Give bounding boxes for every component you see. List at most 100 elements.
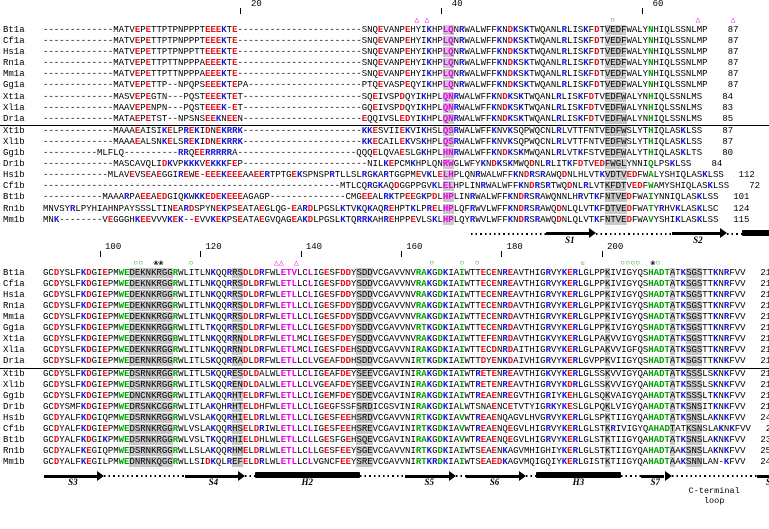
residue-end-number: 254 — [745, 446, 769, 457]
residue-end-number: 84 — [691, 159, 722, 170]
marker-circle-green: ○ — [430, 259, 435, 268]
sequence-residues: -------------MAAVEPENPN---PQSTEEEK-ET---… — [43, 103, 702, 114]
ss-loop — [360, 475, 405, 477]
sequence-name: Rn1b — [0, 446, 43, 457]
sequence-name: Xt1b — [0, 126, 43, 137]
secondary-structure-track: S1S2H1 — [0, 226, 769, 243]
ss-strand-arrowhead — [665, 471, 672, 481]
sequence-residues: -------------MATVEPETTPTPNPPTTEEEKTE----… — [43, 47, 708, 58]
alignment-row: Hs1b------------MLAVEVSEAEGGIREWE-EEEKEE… — [0, 170, 769, 181]
alignment-row: Bt1b-----------MAAARPAEEAEDGIQKWKKEDEKEE… — [0, 192, 769, 203]
residue-end-number: 124 — [718, 204, 749, 215]
sequence-residues: -------------MASCAVQLIDKVPKKKVEKKKFEP---… — [43, 159, 691, 170]
sequence-residues: -------------MAAAEALSNKELSREKIDNEKRRK---… — [43, 137, 702, 148]
residue-end-number: 217 — [746, 268, 769, 279]
ss-strand-arrowhead — [97, 471, 104, 481]
alignment-row: Rn1a-------------MATVEPETTPTTNPPPAEEEKTE… — [0, 58, 769, 69]
residue-end-number: 217 — [746, 323, 769, 334]
marker-triangle-magenta: △ — [731, 16, 736, 25]
sequence-name: Bt1b — [0, 435, 43, 446]
alignment-row: Xt1a-------------MASVEPEGTN---PQSTEEEKTE… — [0, 92, 769, 103]
residue-end-number: 244 — [745, 457, 769, 468]
residue-end-number: 84 — [702, 92, 733, 103]
cterm-right-bracket — [0, 507, 769, 529]
ss-strand-arrowhead — [720, 228, 727, 238]
sequence-name: Hs1b — [0, 413, 43, 424]
residue-end-number: 87 — [708, 69, 739, 80]
sequence-residues: MNVSYRLPYHIAHNPAYSSSLTINEARDSPYNEKPSEATA… — [43, 204, 718, 215]
ruler-tick: 200 — [592, 243, 612, 257]
marker-circle-green: ○ — [655, 259, 660, 268]
sequence-residues: -------------MATVEPETTPTPNPPPTEEEKTE----… — [43, 25, 708, 36]
marker-circle-green: ○ — [635, 259, 640, 268]
marker-star-black: ☆ — [580, 259, 585, 268]
marker-circle-green: ○ — [460, 259, 465, 268]
ruler-tick: 180 — [492, 243, 512, 257]
residue-end-number: 87 — [702, 126, 733, 137]
sequence-name: Xl1a — [0, 345, 43, 356]
sequence-name: Mm1b — [0, 215, 43, 226]
sequence-residues: ----------MLFLQ----------RRQEERRRRRA----… — [43, 148, 702, 159]
residue-end-number: 87 — [702, 137, 733, 148]
sequence-residues: -------------MATVEPETTPTTNPPPAEEEKTE----… — [43, 69, 708, 80]
sequence-residues: GCDYALFKEGIQPMWEDSRNKRGGRWLLSLAKQQRHMELD… — [43, 446, 745, 457]
ruler-tick: 100 — [90, 243, 110, 257]
sequence-residues: MNK--------VEGGGHKEEVVVKEK--EVVKEKPSEATA… — [43, 215, 718, 226]
sequence-name: Mm1b — [0, 457, 43, 468]
residue-end-number: 214 — [746, 334, 769, 345]
sequence-name: Mm1a — [0, 312, 43, 323]
ruler-tick: 160 — [391, 243, 411, 257]
residue-end-number: 115 — [718, 215, 749, 226]
marker-circle-green: ○ — [189, 259, 194, 268]
sequence-residues: GCDYSLFKDGIEPMWEDEKNKRGGRWLITLNKQQRRSDLD… — [43, 268, 746, 279]
residue-end-number: 217 — [746, 369, 769, 380]
sequence-name: Xl1b — [0, 380, 43, 391]
alignment-row: Gg1a-------------MATVEPETTP--NPQPSEEEKTE… — [0, 80, 769, 91]
sequence-name: Hs1a — [0, 290, 43, 301]
sequence-residues: GCDYALFKDGIEPMWEDSRNKRGGRWLVSLAKQQRHSELD… — [43, 424, 751, 435]
ss-loop — [727, 233, 742, 235]
ruler-tick: 60 — [632, 0, 652, 14]
marker-triangle-magenta: △ — [425, 16, 430, 25]
ss-loop — [596, 233, 671, 235]
sequence-name: Gg1b — [0, 391, 43, 402]
cterm-line1: C-terminal — [689, 486, 740, 496]
residue-end-number: 85 — [702, 114, 733, 125]
ruler-tick: 40 — [432, 0, 452, 14]
residue-end-number: 214 — [745, 402, 769, 413]
sequence-name: Cf1b — [0, 424, 43, 435]
residue-end-number: 217 — [746, 301, 769, 312]
sequence-residues: GCDYALFKDGIKPMWEDSRNKRGGRWLVSLTKQQRHIELD… — [43, 435, 746, 446]
sequence-residues: GCDYSLFKDGIEPMWEDEKNKRGGRWLITLNKQQRRSDLD… — [43, 301, 746, 312]
sequence-name: Hs1b — [0, 170, 43, 181]
sequence-name: Xl1a — [0, 103, 43, 114]
sequence-residues: -------------MASVEPEGTN---PQSTEEEKTET---… — [43, 92, 702, 103]
sequence-residues: GCDYSLFKDGIEPMWEDEKNKRGGRWLITLNKQQRRSDLD… — [43, 312, 746, 323]
residue-end-number: 217 — [746, 380, 769, 391]
sequence-residues: GCDYSLFKDGIEPMWEDEKNKRGGRWLITLNKQQRRSDLD… — [43, 290, 746, 301]
residue-end-number: 87 — [708, 47, 739, 58]
sequence-residues: -------------MATVEPETTP--NPQPSEEEKTEPA--… — [43, 80, 708, 91]
residue-end-number: 72 — [729, 181, 760, 192]
sequence-name: Bt1a — [0, 25, 43, 36]
sequence-residues: ----------------------------------------… — [43, 181, 729, 192]
ruler-tick: 140 — [291, 243, 311, 257]
alignment-row: Mm1a-------------MATVEPETTPTTNPPPAEEEKTE… — [0, 69, 769, 80]
cterm-line2: loop — [704, 496, 724, 506]
sequence-name: Mm1a — [0, 69, 43, 80]
sequence-name: Xt1a — [0, 334, 43, 345]
alignment-row: Dr1a-------------MATAEPETST--NPSNSEEKNEE… — [0, 114, 769, 126]
marker-triangle-magenta: △ — [696, 16, 701, 25]
sequence-residues: GCDYSLFKDGIEPMWEDERNKRGGRWLITLSKQQRRADLD… — [43, 356, 746, 367]
marker-triangle-magenta: △ — [279, 259, 284, 268]
residue-end-number: 112 — [724, 170, 755, 181]
alignment-row: Cf1b------------------------------------… — [0, 181, 769, 192]
alignment-row: Hs1a-------------MATVEPETTPTPNPPTTEEEKTE… — [0, 47, 769, 58]
